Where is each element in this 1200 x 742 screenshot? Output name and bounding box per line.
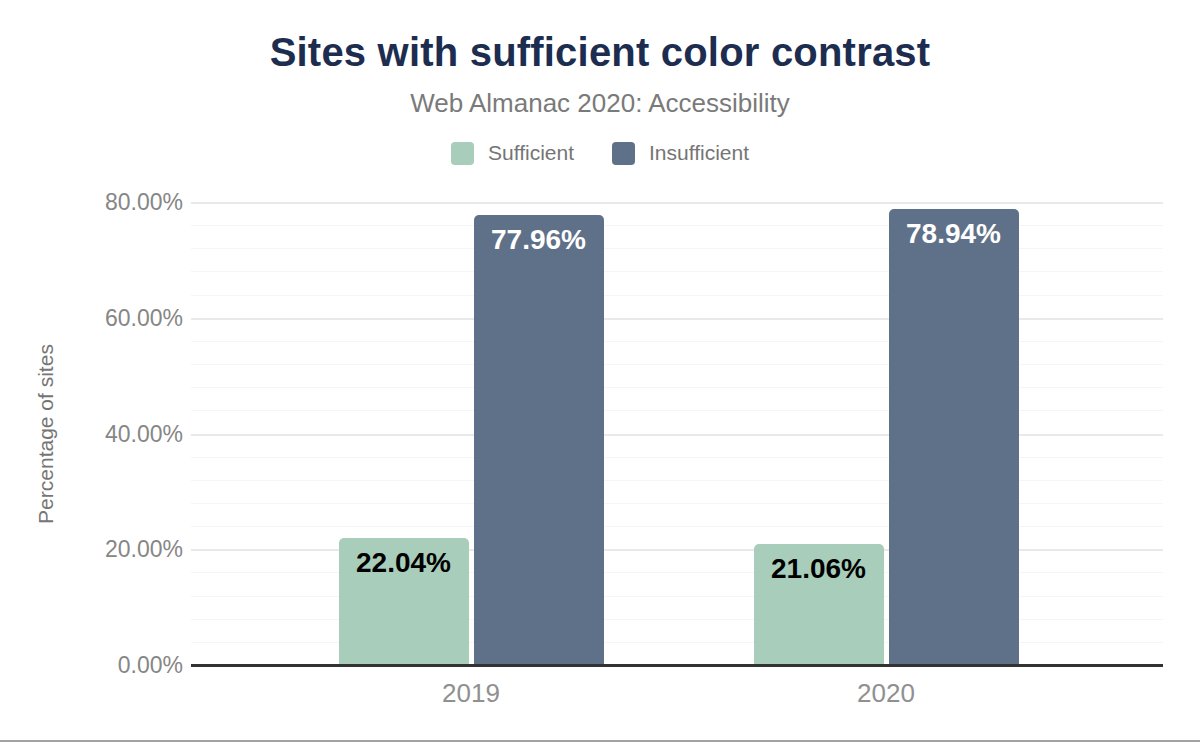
chart-figure: Sites with sufficient color contrast Web… [0, 0, 1200, 742]
plot-area: 22.04% 77.96% 21.06% 78.94% [191, 203, 1163, 666]
y-tick-label: 80.00% [0, 189, 183, 216]
bar-value-label: 22.04% [356, 547, 451, 579]
bar-insufficient-2020: 78.94% [889, 209, 1019, 666]
legend-swatch-icon [612, 142, 635, 165]
bar-value-label: 78.94% [906, 218, 1001, 250]
legend-item-sufficient: Sufficient [451, 141, 574, 165]
bar-value-label: 21.06% [771, 553, 866, 585]
chart-title: Sites with sufficient color contrast [0, 30, 1200, 75]
y-tick-label: 0.00% [0, 652, 183, 679]
y-tick-label: 20.00% [0, 536, 183, 563]
x-axis-line [191, 664, 1163, 667]
legend-swatch-icon [451, 142, 474, 165]
bar-sufficient-2020: 21.06% [754, 544, 884, 666]
legend-label: Sufficient [488, 141, 574, 165]
x-tick-label: 2020 [766, 678, 1006, 709]
legend: Sufficient Insufficient [0, 141, 1200, 165]
y-tick-label: 40.00% [0, 421, 183, 448]
x-tick-label: 2019 [351, 678, 591, 709]
legend-item-insufficient: Insufficient [612, 141, 749, 165]
chart-subtitle: Web Almanac 2020: Accessibility [0, 88, 1200, 119]
bar-insufficient-2019: 77.96% [474, 215, 604, 666]
legend-label: Insufficient [649, 141, 749, 165]
major-gridline [191, 202, 1163, 204]
bar-sufficient-2019: 22.04% [339, 538, 469, 666]
y-tick-label: 60.00% [0, 305, 183, 332]
bar-value-label: 77.96% [491, 224, 586, 256]
